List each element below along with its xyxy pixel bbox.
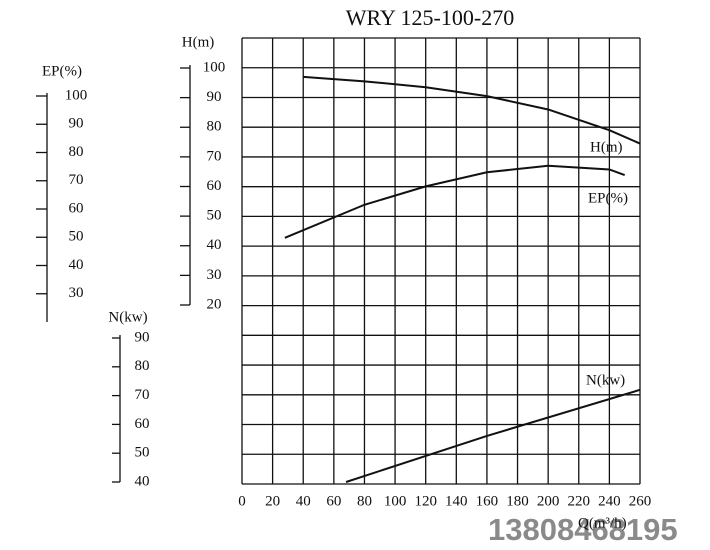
- y-tick-label: 70: [135, 387, 150, 403]
- curve-label: H(m): [590, 139, 623, 155]
- y-tick-label: 30: [207, 267, 222, 283]
- y-tick-label: 80: [135, 358, 150, 374]
- x-tick-label: 120: [414, 493, 437, 509]
- y-tick-label: 60: [207, 178, 222, 194]
- y-tick-label: 40: [69, 257, 84, 273]
- y-tick-label: 100: [65, 87, 88, 103]
- x-tick-label: 260: [629, 493, 652, 509]
- watermark: 13808468195: [488, 512, 678, 547]
- x-axis-label: Q(m³/h): [578, 515, 627, 531]
- curve-label: EP(%): [588, 190, 628, 206]
- x-tick-label: 140: [445, 493, 468, 509]
- y-tick-label: 100: [203, 59, 226, 75]
- y-tick-label: 60: [69, 200, 84, 216]
- chart-title: WRY 125-100-270: [346, 5, 514, 30]
- y-tick-label: 40: [207, 237, 222, 253]
- y-tick-label: 80: [69, 144, 84, 160]
- x-tick-label: 20: [265, 493, 280, 509]
- x-tick-label: 100: [384, 493, 407, 509]
- y-tick-label: 70: [207, 148, 222, 164]
- y-tick-label: 50: [69, 229, 84, 245]
- y-tick-label: 50: [207, 208, 222, 224]
- y-tick-label: 40: [135, 473, 150, 489]
- x-tick-label: 60: [326, 493, 341, 509]
- y-axis-title: N(kw): [108, 309, 147, 325]
- x-tick-label: 0: [238, 493, 246, 509]
- y-tick-label: 50: [135, 445, 150, 461]
- y-tick-label: 90: [135, 329, 150, 345]
- x-tick-label: 160: [476, 493, 499, 509]
- y-tick-label: 20: [207, 296, 222, 312]
- x-tick-label: 220: [568, 493, 591, 509]
- y-tick-label: 30: [69, 285, 84, 301]
- curve: [284, 164, 626, 239]
- curve: [303, 75, 641, 145]
- y-axis-title: H(m): [182, 34, 215, 50]
- x-tick-label: 40: [296, 493, 311, 509]
- y-tick-label: 60: [135, 416, 150, 432]
- curve: [345, 388, 641, 483]
- y-tick-label: 90: [207, 89, 222, 105]
- x-tick-label: 240: [598, 493, 621, 509]
- y-axis-title: EP(%): [42, 63, 82, 79]
- x-tick-label: 80: [357, 493, 372, 509]
- y-tick-label: 90: [69, 116, 84, 132]
- x-tick-label: 200: [537, 493, 560, 509]
- y-tick-label: 70: [69, 172, 84, 188]
- curve-label: N(kw): [586, 372, 625, 388]
- x-tick-label: 180: [506, 493, 529, 509]
- y-tick-label: 80: [207, 119, 222, 135]
